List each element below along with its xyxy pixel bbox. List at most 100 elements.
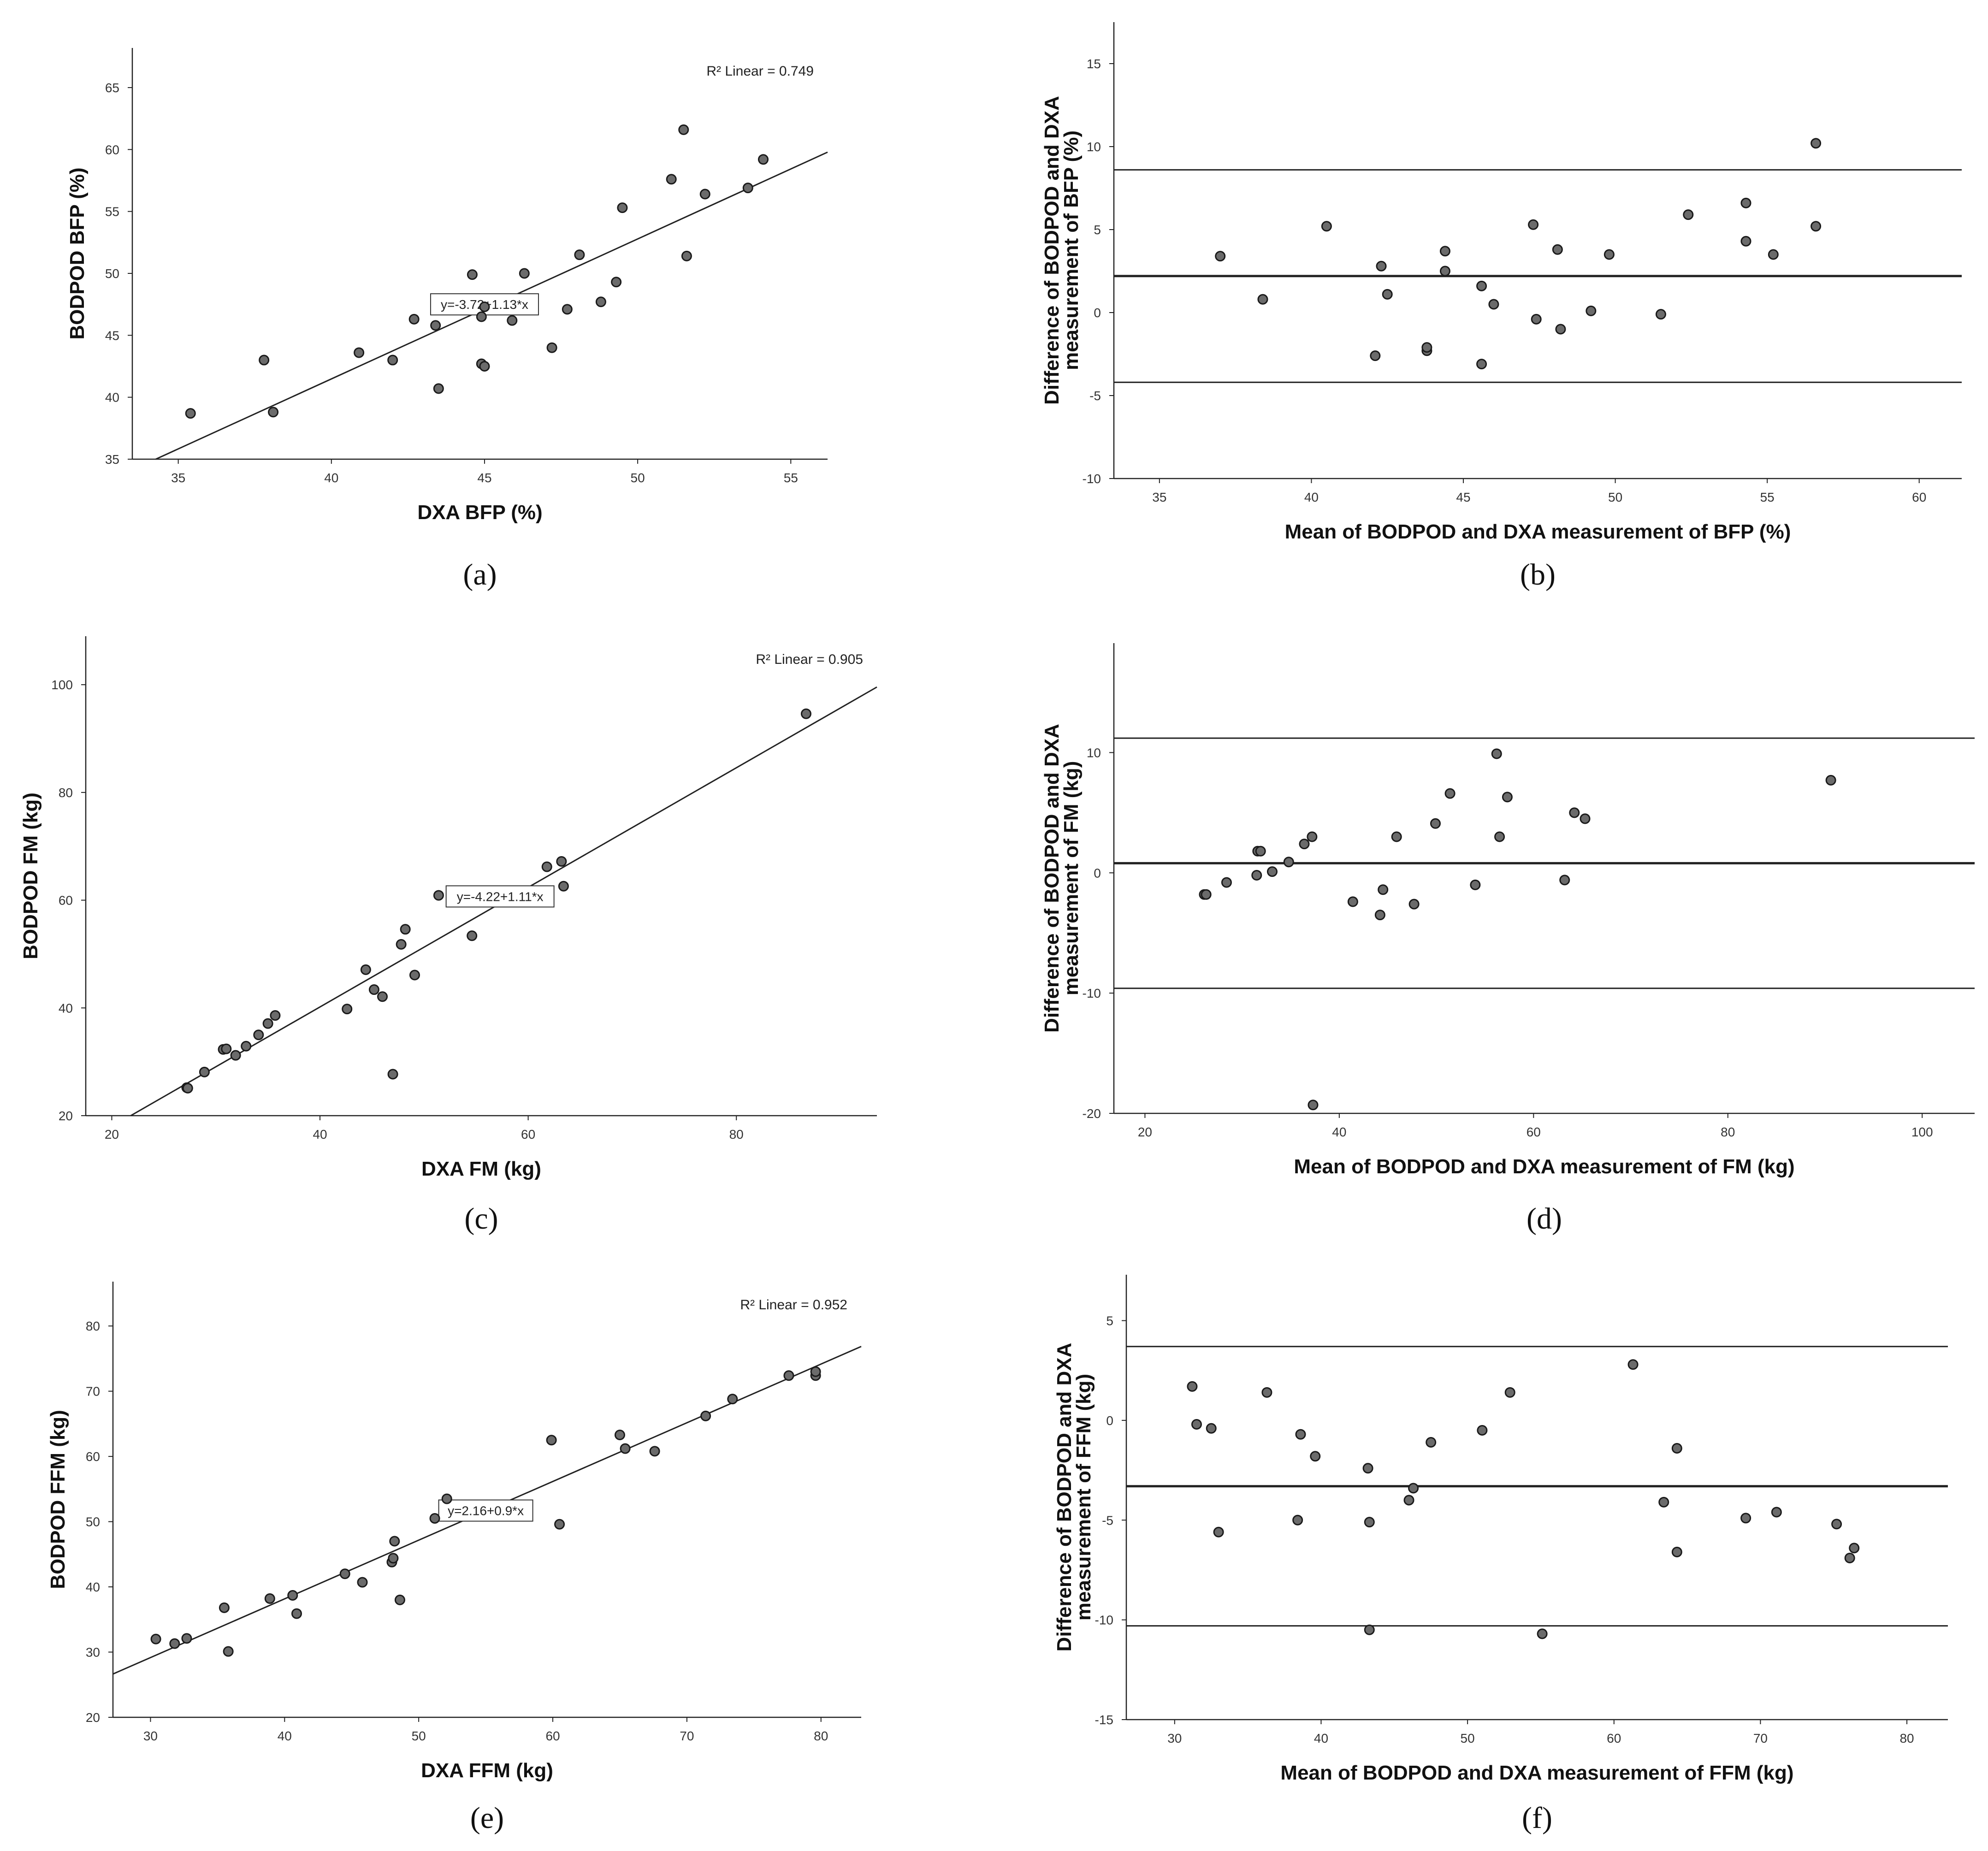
data-point [1370, 350, 1381, 361]
data-point [339, 1568, 350, 1579]
data-point [541, 861, 552, 872]
y-tick-label: 50 [105, 266, 119, 281]
data-point [1295, 1429, 1306, 1440]
data-point [360, 964, 371, 975]
data-point [556, 856, 567, 867]
data-point [1768, 249, 1779, 260]
y-axis-label: measurement of BFP (%) [1060, 130, 1083, 370]
data-point [1537, 1628, 1548, 1639]
data-point [1477, 1425, 1488, 1436]
y-tick-label: -10 [1095, 1613, 1113, 1627]
data-point [467, 930, 478, 941]
data-point [479, 361, 490, 372]
data-point [199, 1066, 210, 1077]
data-point [368, 984, 379, 995]
y-tick-label: -5 [1102, 1513, 1113, 1527]
y-axis-label: measurement of FFM (kg) [1072, 1374, 1095, 1620]
data-point [554, 1519, 565, 1530]
data-point [700, 1410, 711, 1421]
x-axis-label: Mean of BODPOD and DXA measurement of BF… [1285, 520, 1791, 543]
data-point [1310, 1451, 1321, 1462]
x-tick-label: 30 [143, 1729, 158, 1743]
data-point [1283, 857, 1294, 868]
data-point [268, 407, 279, 418]
data-point [1403, 1495, 1414, 1506]
x-tick-label: 80 [729, 1127, 744, 1141]
data-point [614, 1429, 625, 1440]
data-point [1213, 1526, 1224, 1538]
x-tick-label: 40 [1332, 1125, 1346, 1139]
y-tick-label: 0 [1094, 866, 1101, 880]
data-point [430, 320, 441, 331]
y-tick-label: 50 [86, 1515, 100, 1529]
data-point [342, 1004, 353, 1015]
data-point [800, 708, 811, 719]
data-point [611, 277, 622, 288]
data-point [387, 355, 398, 366]
y-axis-label: Difference of BODPOD and DXA [1041, 96, 1063, 405]
data-point [1391, 831, 1402, 842]
y-tick-label: -10 [1083, 472, 1101, 486]
data-point [546, 342, 557, 353]
panel-label: (f) [1522, 1801, 1552, 1835]
y-tick-label: 60 [105, 142, 119, 157]
y-tick-label: 5 [1094, 223, 1101, 237]
y-tick-label: 30 [86, 1645, 100, 1660]
data-point [1555, 324, 1566, 335]
x-tick-label: 35 [1152, 490, 1166, 504]
y-axis-label: BODPOD BFP (%) [66, 167, 89, 339]
equation-label: y=-4.22+1.11*x [457, 889, 544, 904]
panel-label: (b) [1520, 558, 1556, 591]
chart-panel-c: 20 40 60 80 20 40 60 80 100 DXA FM (kg) BODPOD FM … [19, 636, 877, 1236]
data-point [1580, 813, 1591, 824]
y-tick-label: 10 [1087, 140, 1101, 154]
x-tick-label: 30 [1167, 1731, 1182, 1745]
panel-label: (c) [464, 1202, 498, 1236]
data-point [1569, 807, 1580, 818]
chart-panel-e: 30 40 50 60 70 80 20 30 40 50 60 70 80 DXA FFM (kg) BO… [47, 1282, 862, 1835]
x-tick-label: 35 [171, 471, 185, 485]
data-point [620, 1443, 631, 1454]
x-tick-label: 55 [784, 471, 798, 485]
data-point [221, 1043, 232, 1054]
data-point [1740, 197, 1751, 208]
data-point [1476, 280, 1487, 291]
data-point [354, 347, 365, 358]
x-tick-label: 45 [477, 471, 491, 485]
data-point [558, 881, 569, 892]
y-tick-label: 10 [1087, 745, 1101, 760]
data-point [1257, 294, 1268, 305]
data-point [1627, 1359, 1639, 1370]
x-tick-label: 60 [1912, 490, 1926, 504]
data-point [507, 315, 518, 326]
data-point [1849, 1543, 1860, 1554]
y-axis-label: BODPOD FFM (kg) [47, 1410, 69, 1589]
data-point [241, 1041, 252, 1052]
data-point [1488, 299, 1499, 310]
data-point [757, 154, 769, 165]
data-point [1586, 305, 1597, 316]
x-tick-label: 50 [1608, 490, 1622, 504]
data-point [1215, 251, 1226, 262]
data-point [574, 249, 585, 260]
data-point [409, 970, 420, 981]
data-point [287, 1590, 298, 1601]
data-point [219, 1602, 230, 1613]
data-point [253, 1029, 264, 1041]
data-point [1376, 260, 1387, 272]
data-point [699, 189, 710, 200]
data-point [1201, 889, 1212, 900]
y-tick-label: 40 [59, 1001, 73, 1015]
data-point [169, 1638, 180, 1649]
data-point [433, 383, 444, 394]
chart-panel-a: 35 40 45 50 55 35 40 45 50 55 60 65 DXA BFP (%) BODPO… [66, 48, 828, 591]
y-tick-label: -5 [1089, 389, 1101, 403]
y-tick-label: 35 [105, 452, 119, 467]
data-point [262, 1018, 273, 1029]
data-point [1299, 839, 1310, 850]
data-point [150, 1633, 161, 1644]
data-point [678, 124, 689, 135]
data-point [617, 202, 628, 213]
x-tick-label: 20 [105, 1127, 119, 1141]
data-point [1421, 342, 1432, 353]
